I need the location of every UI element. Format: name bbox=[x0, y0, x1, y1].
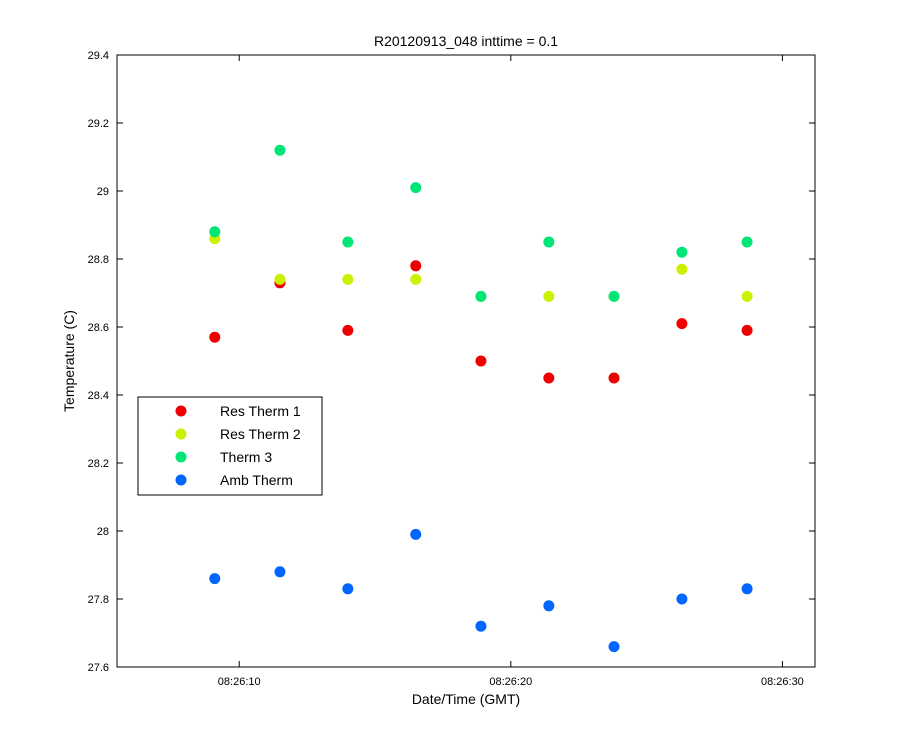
data-point-2 bbox=[274, 144, 286, 156]
data-point-0 bbox=[410, 260, 422, 272]
data-point-0 bbox=[543, 372, 555, 384]
data-point-0 bbox=[209, 331, 221, 343]
data-point-3 bbox=[342, 583, 354, 595]
data-point-0 bbox=[342, 324, 354, 336]
data-point-1 bbox=[342, 273, 354, 285]
data-point-2 bbox=[410, 182, 422, 194]
plot-area bbox=[116, 54, 816, 668]
data-point-3 bbox=[543, 600, 555, 612]
data-point-3 bbox=[475, 620, 487, 632]
data-point-2 bbox=[209, 226, 221, 238]
y-tick-label: 28.4 bbox=[88, 390, 109, 402]
data-point-1 bbox=[274, 273, 286, 285]
legend-marker bbox=[175, 474, 187, 486]
data-point-2 bbox=[543, 236, 555, 248]
legend-marker bbox=[175, 428, 187, 440]
legend-label: Amb Therm bbox=[220, 472, 293, 488]
legend-marker bbox=[175, 451, 187, 463]
data-point-1 bbox=[543, 290, 555, 302]
legend-label: Therm 3 bbox=[220, 449, 272, 465]
x-tick-label: 08:26:10 bbox=[218, 676, 261, 688]
legend: Res Therm 1 Res Therm 2 Therm 3 Amb Therm bbox=[137, 396, 323, 496]
data-point-3 bbox=[274, 566, 286, 578]
y-tick-label: 28.8 bbox=[88, 254, 109, 266]
legend-label: Res Therm 2 bbox=[220, 426, 301, 442]
legend-marker bbox=[175, 405, 187, 417]
x-axis-label: Date/Time (GMT) bbox=[412, 691, 520, 707]
data-point-3 bbox=[676, 593, 688, 605]
data-point-3 bbox=[608, 641, 620, 653]
y-tick-label: 29.4 bbox=[88, 50, 109, 62]
y-tick-label: 28.2 bbox=[88, 458, 109, 470]
y-tick-label: 27.8 bbox=[88, 594, 109, 606]
y-tick-label: 28 bbox=[97, 526, 109, 538]
data-point-2 bbox=[342, 236, 354, 248]
y-axis-label: Temperature (C) bbox=[61, 310, 77, 412]
data-point-1 bbox=[410, 273, 422, 285]
data-point-1 bbox=[676, 263, 688, 275]
y-axis: 27.6 27.8 28 28.2 28.4 28.6 28.8 29 29.2 29.4 bbox=[88, 50, 815, 674]
data-point-3 bbox=[209, 573, 221, 585]
x-tick-label: 08:26:20 bbox=[489, 676, 532, 688]
data-point-3 bbox=[410, 528, 422, 540]
data-point-2 bbox=[475, 290, 487, 302]
y-tick-label: 27.6 bbox=[88, 662, 109, 674]
data-point-2 bbox=[676, 246, 688, 258]
data-point-0 bbox=[676, 318, 688, 330]
data-points bbox=[209, 144, 753, 653]
data-point-0 bbox=[475, 355, 487, 367]
chart-title: R20120913_048 inttime = 0.1 bbox=[374, 33, 558, 49]
data-point-3 bbox=[741, 583, 753, 595]
y-tick-label: 29 bbox=[97, 186, 109, 198]
y-tick-label: 29.2 bbox=[88, 118, 109, 130]
data-point-2 bbox=[741, 236, 753, 248]
data-point-2 bbox=[608, 290, 620, 302]
data-point-0 bbox=[608, 372, 620, 384]
legend-box bbox=[137, 396, 323, 496]
x-tick-label: 08:26:30 bbox=[761, 676, 804, 688]
x-axis: 08:26:10 08:26:20 08:26:30 bbox=[218, 55, 804, 688]
y-tick-label: 28.6 bbox=[88, 322, 109, 334]
data-point-1 bbox=[741, 290, 753, 302]
legend-label: Res Therm 1 bbox=[220, 403, 301, 419]
data-point-0 bbox=[741, 324, 753, 336]
